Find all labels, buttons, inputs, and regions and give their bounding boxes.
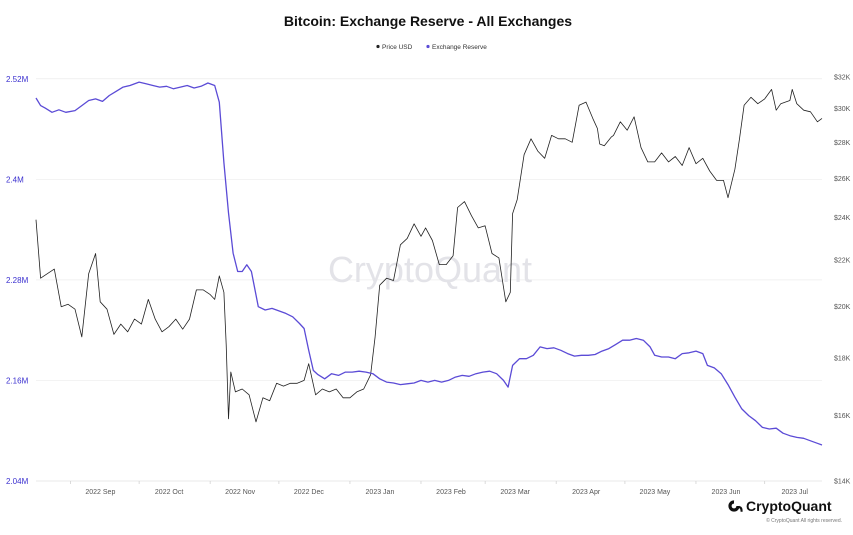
legend-marker (376, 44, 380, 49)
grid (36, 78, 822, 482)
y-left-ticks: 2.04M 2.16M 2.28M 2.4M 2.52M (6, 75, 29, 486)
x-tick-label: 2022 Oct (155, 489, 183, 496)
y-right-tick-label: $30K (834, 106, 851, 113)
x-tick-label: 2023 Mar (500, 489, 530, 496)
chart-title: Bitcoin: Exchange Reserve - All Exchange… (284, 13, 572, 29)
brand-name: CryptoQuant (746, 498, 832, 514)
x-tick-label: 2023 Jul (781, 489, 808, 496)
y-right-tick-label: $32K (834, 75, 851, 82)
x-tick-label: 2023 Feb (436, 489, 466, 496)
legend-item-exchange-reserve[interactable]: Exchange Reserve (426, 44, 487, 51)
x-tick-label: 2023 Jun (712, 489, 741, 496)
y-right-tick-label: $24K (834, 215, 851, 222)
y-left-tick-label: 2.4M (6, 175, 24, 184)
x-tick-label: 2022 Dec (294, 489, 324, 496)
y-left-tick-label: 2.28M (6, 276, 29, 285)
y-right-ticks: $14K $16K $18K $20K $22K $24K $26K $28K $30K $32K (834, 75, 851, 486)
legend-item-price-usd[interactable]: Price USD (376, 44, 413, 51)
x-tick-label: 2022 Sep (85, 489, 115, 496)
y-right-tick-label: $28K (834, 140, 851, 147)
legend[interactable]: Price USD Exchange Reserve (376, 44, 487, 51)
y-right-tick-label: $22K (834, 258, 851, 265)
y-right-tick-label: $26K (834, 176, 851, 183)
y-right-tick-label: $16K (834, 413, 851, 420)
x-ticks: 2022 Sep 2022 Oct 2022 Nov 2022 Dec 2023 Jan… (70, 481, 808, 496)
copyright-text: © CryptoQuant All rights reserved. (766, 517, 842, 524)
y-right-tick-label: $20K (834, 304, 851, 311)
x-tick-label: 2022 Nov (225, 489, 255, 496)
x-tick-label: 2023 Apr (572, 489, 601, 496)
legend-label: Exchange Reserve (432, 44, 487, 51)
series-line-price-usd (35, 89, 823, 423)
y-right-tick-label: $18K (834, 356, 851, 363)
watermark: CryptoQuant (328, 249, 532, 290)
y-left-tick-label: 2.16M (6, 376, 29, 385)
series-line-exchange-reserve (35, 81, 823, 446)
series-lines (35, 81, 823, 446)
legend-label: Price USD (382, 44, 413, 51)
x-tick-label: 2023 May (640, 489, 671, 496)
cryptoquant-logo-icon (728, 500, 743, 512)
legend-marker (426, 44, 430, 49)
y-right-tick-label: $14K (834, 479, 851, 486)
x-tick-label: 2023 Jan (366, 489, 395, 496)
y-left-tick-label: 2.52M (6, 75, 29, 84)
y-left-tick-label: 2.04M (6, 477, 29, 486)
